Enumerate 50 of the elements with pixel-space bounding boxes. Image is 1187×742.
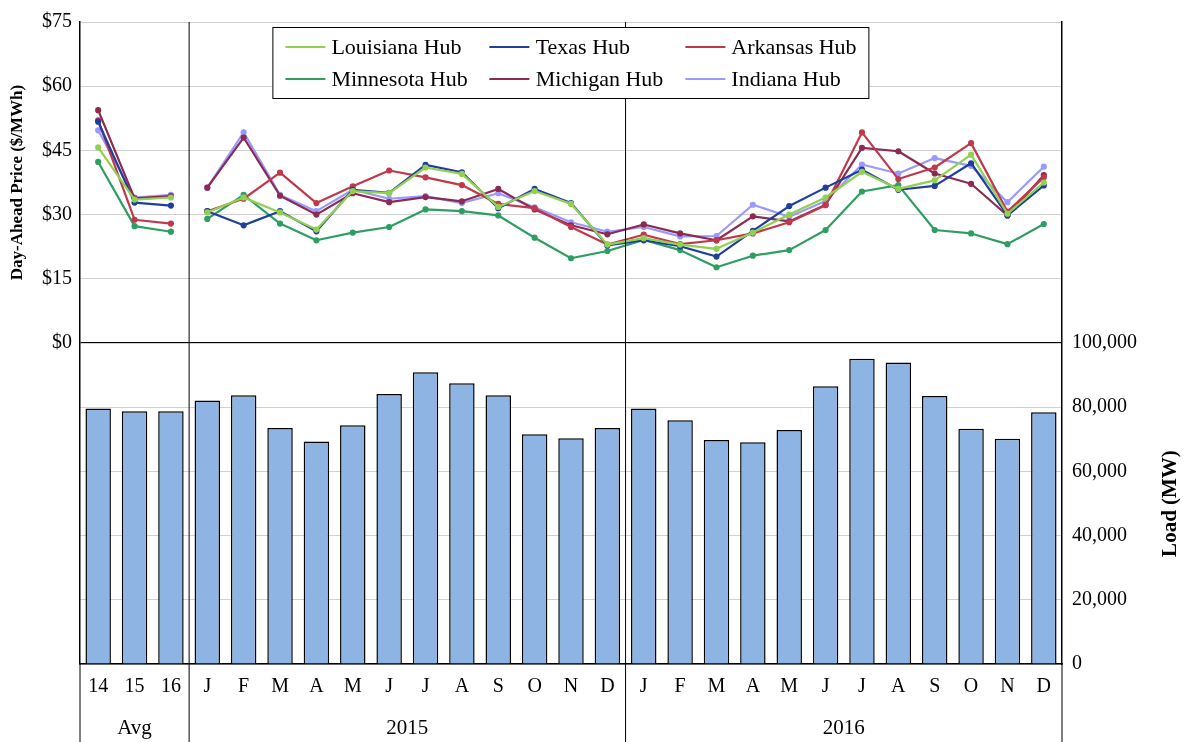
legend-label: Arkansas Hub: [731, 34, 857, 60]
y2-tick-label: 80,000: [1072, 394, 1127, 417]
y2-tick-label: 100,000: [1072, 330, 1137, 353]
x-tick-label: F: [674, 674, 686, 697]
x-tick-label: D: [600, 674, 615, 697]
x-tick-label: N: [1000, 674, 1015, 697]
y-tick-label: $0: [52, 330, 72, 353]
y-tick-label: $60: [42, 73, 72, 96]
x-tick-label: O: [963, 674, 979, 697]
x-tick-label: M: [343, 674, 362, 697]
y-tick-label: $15: [42, 266, 72, 289]
text: 2016: [822, 714, 865, 739]
x-tick-label: D: [1036, 674, 1052, 697]
x-tick-label: S: [929, 674, 941, 697]
x-tick-label: A: [891, 674, 907, 697]
legend-label: Minnesota Hub: [331, 66, 468, 92]
legend-label: Texas Hub: [535, 34, 631, 60]
x-tick-label: M: [707, 674, 726, 697]
legend-label: Michigan Hub: [535, 66, 664, 92]
x-tick-label: S: [492, 674, 504, 697]
y-axis-title: Day-Ahead Price ($/MWh): [7, 84, 27, 281]
x-tick-label: M: [271, 674, 290, 697]
y2-tick-label: 0: [1072, 651, 1082, 674]
x-tick-label: J: [385, 674, 394, 697]
x-tick-label: 16: [160, 674, 181, 697]
y2-tick-label: 40,000: [1072, 522, 1127, 545]
y-tick-label: $30: [42, 201, 72, 224]
x-tick-label: N: [563, 674, 579, 697]
x-tick-label: 14: [88, 674, 109, 697]
y2-axis-title: Load (MW): [1157, 450, 1182, 557]
x-tick-label: A: [309, 674, 325, 697]
x-tick-label: J: [203, 674, 212, 697]
x-tick-label: J: [421, 674, 430, 697]
y2-tick-label: 20,000: [1072, 587, 1127, 610]
x-tick-label: J: [821, 674, 830, 697]
y-tick-label: $45: [42, 137, 72, 160]
x-tick-label: J: [858, 674, 867, 697]
y2-tick-label: 60,000: [1072, 458, 1127, 481]
x-tick-label: O: [527, 674, 542, 697]
text: Avg: [117, 714, 153, 739]
x-tick-label: A: [454, 674, 470, 697]
x-tick-label: 15: [124, 674, 145, 697]
x-tick-label: A: [745, 674, 761, 697]
x-tick-label: J: [639, 674, 648, 697]
text: 2015: [386, 714, 429, 739]
x-tick-label: F: [238, 674, 250, 697]
legend-label: Louisiana Hub: [331, 34, 462, 60]
y-tick-label: $75: [42, 9, 72, 32]
x-tick-label: M: [780, 674, 799, 697]
legend-label: Indiana Hub: [731, 66, 841, 92]
